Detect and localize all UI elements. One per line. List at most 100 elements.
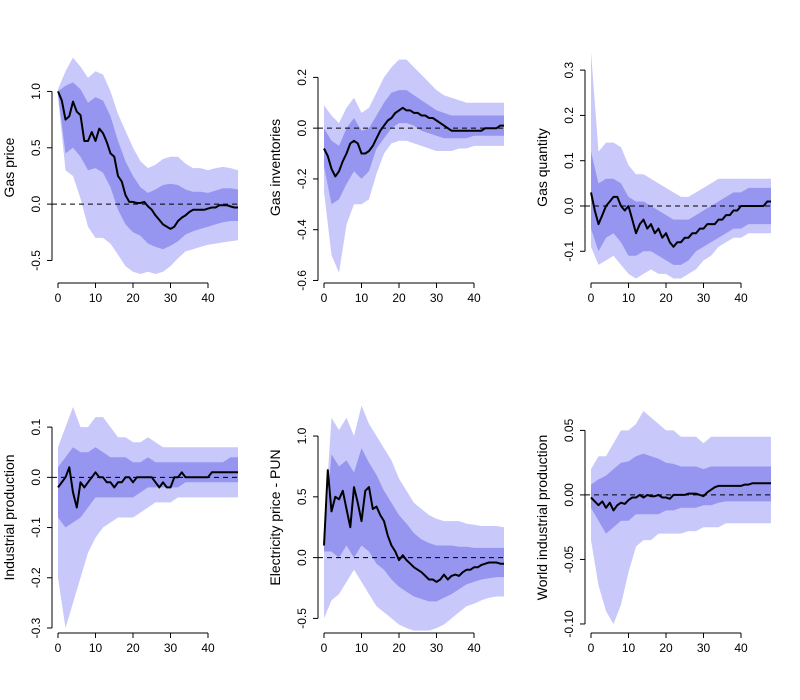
industrial-production-y-tick-label: -0.3 [29, 617, 43, 638]
gas-quantity-x-tick-label: 20 [659, 291, 673, 305]
gas-inventories-x-tick-label: 0 [321, 291, 328, 305]
electricity-price-x-tick-label: 30 [430, 641, 444, 655]
gas-inventories-plot-area [318, 59, 506, 273]
gas-price-x-tick-label: 0 [55, 291, 62, 305]
gas-inventories-y-tick-label: -0.4 [295, 219, 309, 240]
industrial-production-y-tick-label: 0.0 [29, 469, 43, 486]
world-industrial-production-y-tick-label: -0.10 [562, 610, 576, 638]
gas-price-y-label: Gas price [1, 137, 17, 197]
gas-inventories-y-tick-label: -0.6 [295, 270, 309, 291]
world-industrial-production-x-tick-label: 10 [622, 641, 636, 655]
electricity-price-y-tick-label: 1.0 [295, 427, 309, 444]
world-industrial-production-y-tick-label: 0.00 [562, 483, 576, 507]
gas-quantity-panel: 0 10 20 30 40 -0.1 0.0 0.1 0.2 0.3 Gas quantity [534, 52, 773, 305]
industrial-production-y-tick-label: 0.1 [29, 418, 43, 435]
gas-quantity-inner-band [591, 151, 771, 265]
gas-inventories-median-line [323, 106, 504, 178]
gas-quantity-y-axis: -0.1 0.0 0.1 0.2 0.3 [562, 61, 586, 262]
gas-price-x-tick-label: 30 [164, 291, 178, 305]
gas-quantity-plot-area [585, 52, 773, 279]
gas-price-y-tick-label: 0.0 [29, 195, 43, 212]
electricity-price-x-axis: 0 10 20 30 40 [321, 632, 481, 655]
industrial-production-median-line [57, 466, 238, 509]
gas-price-y-tick-label: 1.0 [29, 83, 43, 100]
industrial-production-x-tick-label: 20 [126, 641, 140, 655]
electricity-price-x-tick-label: 40 [467, 641, 481, 655]
electricity-price-median-line [323, 469, 504, 583]
industrial-production-outer-band [58, 407, 238, 628]
gas-inventories-outer-band [324, 59, 504, 273]
world-industrial-production-y-label: World industrial production [534, 435, 550, 601]
industrial-production-x-tick-label: 0 [55, 641, 62, 655]
gas-inventories-panel: 0 10 20 30 40 -0.6 -0.4 -0.2 0.0 0.2 Gas inventori… [267, 59, 506, 305]
electricity-price-plot-area [318, 405, 506, 631]
gas-price-x-tick-label: 40 [201, 291, 215, 305]
gas-price-y-tick-label: 0.5 [29, 139, 43, 156]
industrial-production-x-tick-label: 30 [164, 641, 178, 655]
industrial-production-y-label: Industrial production [1, 454, 17, 580]
world-industrial-production-x-tick-label: 40 [734, 641, 748, 655]
gas-quantity-y-tick-label: 0.0 [562, 197, 576, 214]
gas-price-plot-area [52, 57, 240, 274]
gas-inventories-inner-band [324, 90, 504, 205]
gas-quantity-x-tick-label: 40 [734, 291, 748, 305]
gas-quantity-y-tick-label: 0.2 [562, 107, 576, 124]
industrial-production-x-tick-label: 40 [201, 641, 215, 655]
world-industrial-production-y-axis: -0.10 -0.05 0.00 0.05 [562, 418, 586, 638]
gas-quantity-y-tick-label: 0.1 [562, 152, 576, 169]
gas-price-panel: 0 10 20 30 40 -0.5 0.0 0.5 1.0 Gas price [1, 57, 240, 305]
gas-inventories-y-tick-label: -0.2 [295, 168, 309, 189]
electricity-price-panel: 0 10 20 30 40 -0.5 0.0 0.5 1.0 Electricity price … [267, 405, 506, 655]
gas-inventories-y-tick-label: 0.0 [295, 119, 309, 136]
gas-price-y-tick-label: -0.5 [29, 250, 43, 271]
gas-quantity-x-tick-label: 30 [697, 291, 711, 305]
industrial-production-y-tick-label: -0.1 [29, 517, 43, 538]
gas-quantity-x-tick-label: 0 [588, 291, 595, 305]
gas-inventories-x-axis: 0 10 20 30 40 [321, 282, 481, 305]
world-industrial-production-y-tick-label: -0.05 [562, 545, 576, 573]
industrial-production-x-tick-label: 10 [89, 641, 103, 655]
electricity-price-y-tick-label: 0.5 [295, 488, 309, 505]
industrial-production-panel: 0 10 20 30 40 -0.3 -0.2 -0.1 0.0 0.1 Industrial pr… [1, 407, 240, 655]
gas-price-y-axis: -0.5 0.0 0.5 1.0 [29, 83, 53, 271]
world-industrial-production-y-tick-label: 0.05 [562, 418, 576, 442]
world-industrial-production-panel: 0 10 20 30 40 -0.10 -0.05 0.00 0.05 World industr… [534, 411, 773, 655]
industrial-production-x-axis: 0 10 20 30 40 [55, 632, 215, 655]
gas-quantity-x-tick-label: 10 [622, 291, 636, 305]
electricity-price-y-tick-label: 0.0 [295, 549, 309, 566]
industrial-production-y-axis: -0.3 -0.2 -0.1 0.0 0.1 [29, 418, 53, 638]
gas-inventories-x-tick-label: 10 [355, 291, 369, 305]
gas-inventories-y-tick-label: 0.2 [295, 69, 309, 86]
electricity-price-x-tick-label: 0 [321, 641, 328, 655]
gas-price-x-axis: 0 10 20 30 40 [55, 282, 215, 305]
world-industrial-production-x-tick-label: 20 [659, 641, 673, 655]
gas-inventories-x-tick-label: 20 [392, 291, 406, 305]
world-industrial-production-x-tick-label: 0 [588, 641, 595, 655]
gas-inventories-x-tick-label: 40 [467, 291, 481, 305]
world-industrial-production-inner-band [591, 453, 771, 534]
gas-price-median-line [57, 91, 238, 230]
electricity-price-x-tick-label: 20 [392, 641, 406, 655]
industrial-production-y-tick-label: -0.2 [29, 567, 43, 588]
gas-price-inner-band [58, 82, 238, 250]
world-industrial-production-median-line [590, 482, 771, 512]
world-industrial-production-x-axis: 0 10 20 30 40 [588, 632, 748, 655]
gas-inventories-y-label: Gas inventories [267, 119, 283, 216]
electricity-price-y-axis: -0.5 0.0 0.5 1.0 [295, 427, 319, 629]
gas-quantity-y-tick-label: 0.3 [562, 61, 576, 78]
world-industrial-production-x-tick-label: 30 [697, 641, 711, 655]
gas-quantity-y-label: Gas quantity [534, 128, 550, 207]
gas-inventories-x-tick-label: 30 [430, 291, 444, 305]
electricity-price-x-tick-label: 10 [355, 641, 369, 655]
gas-price-x-tick-label: 20 [126, 291, 140, 305]
electricity-price-y-label: Electricity price - PUN [267, 449, 283, 585]
gas-inventories-y-axis: -0.6 -0.4 -0.2 0.0 0.2 [295, 69, 319, 291]
world-industrial-production-plot-area [585, 411, 773, 624]
industrial-production-inner-band [58, 447, 238, 528]
industrial-production-plot-area [52, 407, 240, 628]
electricity-price-y-tick-label: -0.5 [295, 608, 309, 629]
gas-quantity-median-line [590, 192, 771, 248]
gas-price-x-tick-label: 10 [89, 291, 103, 305]
gas-quantity-x-axis: 0 10 20 30 40 [588, 282, 748, 305]
